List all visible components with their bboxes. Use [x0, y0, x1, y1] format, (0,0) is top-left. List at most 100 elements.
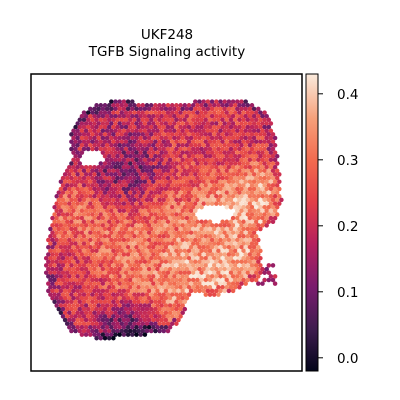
spot	[142, 215, 148, 221]
spot	[235, 208, 240, 214]
spot	[142, 310, 148, 316]
spot	[209, 201, 215, 206]
spot	[155, 186, 160, 192]
spot	[117, 143, 122, 148]
spot	[169, 183, 175, 188]
spot	[144, 321, 150, 326]
spot	[169, 255, 175, 261]
spot	[136, 241, 141, 246]
spot	[71, 281, 76, 286]
spot	[245, 183, 251, 188]
spot	[214, 113, 219, 119]
spot	[228, 175, 234, 181]
spot	[169, 124, 175, 130]
spot	[56, 212, 62, 217]
spot	[140, 219, 146, 225]
spot	[79, 237, 85, 243]
spot	[153, 263, 158, 268]
spot	[69, 183, 74, 188]
spot	[214, 172, 219, 177]
spot	[64, 175, 70, 181]
spot	[180, 106, 185, 112]
spot	[104, 121, 110, 126]
spot	[232, 175, 238, 181]
spot	[113, 194, 118, 199]
spot	[127, 117, 133, 123]
spot	[62, 259, 68, 265]
spot	[140, 103, 146, 108]
spot	[151, 215, 156, 221]
spot	[146, 237, 152, 243]
spot	[136, 103, 141, 108]
spot	[237, 241, 242, 246]
spot	[193, 223, 198, 228]
spot	[214, 230, 219, 235]
spot	[60, 270, 66, 275]
spot	[184, 215, 190, 221]
spot	[201, 128, 206, 134]
spot	[111, 255, 116, 261]
spot	[230, 157, 236, 163]
spot	[140, 190, 146, 195]
spot	[188, 223, 194, 228]
spot	[79, 179, 85, 184]
spot	[207, 255, 213, 261]
spot	[85, 270, 91, 275]
spot	[71, 128, 76, 134]
spot	[249, 168, 255, 174]
spot	[119, 299, 125, 305]
spot	[90, 117, 95, 123]
spot	[174, 263, 179, 268]
chart-subtitle: TGFB Signaling activity	[88, 44, 245, 60]
spot	[136, 226, 141, 232]
spot	[205, 135, 211, 141]
spot	[151, 252, 156, 257]
spot	[56, 248, 62, 254]
spot	[46, 288, 51, 294]
spot	[62, 252, 68, 257]
spot	[73, 314, 78, 319]
spot	[235, 266, 240, 272]
spot	[157, 110, 162, 115]
spot	[64, 226, 70, 232]
spot	[85, 299, 91, 305]
spot	[251, 208, 257, 214]
spot	[64, 285, 70, 290]
spot	[127, 255, 133, 261]
spot	[211, 124, 217, 130]
spot	[115, 277, 120, 283]
spot	[117, 194, 122, 199]
spot	[127, 314, 133, 319]
spot	[258, 161, 263, 166]
spot	[134, 332, 139, 337]
spot	[209, 259, 215, 265]
spot	[251, 237, 257, 243]
spot	[90, 299, 95, 305]
spot	[193, 179, 198, 184]
spot	[113, 288, 118, 294]
spot	[235, 194, 240, 199]
spot	[228, 168, 234, 174]
spot	[163, 113, 169, 119]
spot	[258, 270, 263, 275]
spot	[119, 314, 125, 319]
spot	[155, 310, 160, 316]
spot	[167, 121, 173, 126]
spot	[130, 266, 135, 272]
spot	[121, 237, 127, 243]
spot	[50, 223, 55, 228]
spot	[109, 150, 114, 155]
spot	[201, 266, 206, 272]
spot	[71, 237, 76, 243]
spot	[138, 266, 143, 272]
spot	[163, 143, 169, 148]
spot	[64, 234, 70, 239]
spot	[201, 99, 206, 104]
spot	[77, 161, 83, 166]
spot	[88, 252, 93, 257]
spot	[117, 295, 122, 301]
spot	[100, 172, 106, 177]
spot	[253, 212, 259, 217]
spot	[182, 110, 188, 115]
spot	[256, 244, 261, 250]
